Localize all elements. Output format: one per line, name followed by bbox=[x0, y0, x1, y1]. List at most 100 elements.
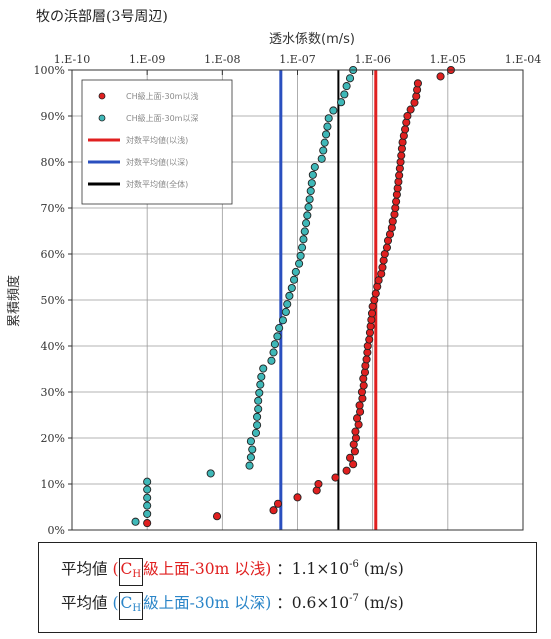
point-deep bbox=[253, 412, 262, 421]
summary-desc: 級上面-30m 以浅 bbox=[143, 560, 266, 578]
point-shallow bbox=[293, 493, 302, 502]
point-deep bbox=[278, 316, 287, 325]
point-deep bbox=[131, 517, 140, 526]
ch-letter: C bbox=[120, 594, 133, 612]
point-shallow bbox=[331, 473, 340, 482]
point-deep bbox=[298, 243, 307, 252]
point-deep bbox=[269, 348, 278, 357]
summary-mantissa: 0.6×10 bbox=[291, 594, 350, 612]
point-deep bbox=[273, 332, 282, 341]
point-shallow bbox=[362, 355, 371, 364]
x-axis-label: 透水係数(m/s) bbox=[269, 32, 355, 47]
y-tick-label: 80% bbox=[41, 156, 65, 169]
point-shallow bbox=[392, 197, 401, 206]
y-tick-label: 30% bbox=[41, 386, 65, 399]
point-shallow bbox=[436, 72, 445, 81]
point-shallow bbox=[269, 506, 278, 515]
point-shallow bbox=[350, 447, 359, 456]
point-deep bbox=[305, 195, 314, 204]
point-deep bbox=[306, 186, 315, 196]
summary-label: 平均値 bbox=[61, 594, 108, 612]
point-deep bbox=[254, 404, 263, 414]
point-deep bbox=[255, 388, 264, 397]
legend-label: 対数平均値(以浅) bbox=[126, 135, 188, 145]
summary-paren-open: ( bbox=[112, 594, 119, 612]
point-deep bbox=[337, 98, 346, 107]
y-tick-label: 0% bbox=[48, 524, 65, 537]
point-shallow bbox=[351, 427, 360, 436]
legend-label: 対数平均値(全体) bbox=[126, 179, 188, 189]
y-tick-label: 60% bbox=[41, 248, 65, 261]
point-deep bbox=[340, 90, 349, 99]
summary-line-shallow: 平均値 (CH 級上面-30m 以浅) ：1.1×10-6 (m/s) bbox=[61, 557, 404, 586]
point-deep bbox=[300, 227, 309, 236]
y-tick-label: 10% bbox=[41, 478, 65, 491]
point-shallow bbox=[379, 256, 388, 265]
point-shallow bbox=[373, 282, 382, 291]
point-deep bbox=[246, 437, 255, 446]
y-tick-label: 100% bbox=[34, 64, 65, 77]
legend-label: 対数平均値(以深) bbox=[126, 157, 188, 167]
point-deep bbox=[256, 380, 265, 389]
point-deep bbox=[323, 122, 332, 131]
point-deep bbox=[322, 130, 331, 139]
point-shallow bbox=[273, 499, 283, 508]
ch-letter: C bbox=[120, 560, 133, 578]
summary-mantissa: 1.1×10 bbox=[291, 560, 350, 578]
y-tick-label: 90% bbox=[41, 110, 65, 123]
point-deep bbox=[319, 146, 328, 155]
x-tick-label: 1.E-09 bbox=[129, 53, 165, 66]
chart: 牧の浜部層(3号周辺) 透水係数(m/s) 累積頻度 1.E-10 1.E-09 1… bbox=[6, 9, 541, 537]
data-points bbox=[131, 65, 455, 528]
point-deep bbox=[307, 179, 316, 188]
point-deep bbox=[324, 114, 333, 123]
point-deep bbox=[245, 461, 254, 470]
point-shallow bbox=[365, 335, 374, 344]
summary-unit: (m/s) bbox=[363, 560, 404, 578]
x-tick-label: 1.E-10 bbox=[54, 53, 90, 66]
point-shallow bbox=[406, 105, 415, 114]
point-shallow bbox=[377, 269, 386, 278]
point-deep bbox=[345, 74, 355, 83]
point-deep bbox=[285, 291, 294, 300]
point-shallow bbox=[399, 131, 408, 140]
summary-line-deep: 平均値 (CH 級上面-30m 以深) ：0.6×10-7 (m/s) bbox=[61, 591, 404, 620]
summary-box: 平均値 (CH 級上面-30m 以浅) ：1.1×10-6 (m/s) 平均値 (… bbox=[38, 542, 537, 633]
point-shallow bbox=[367, 309, 377, 318]
point-deep bbox=[342, 82, 351, 91]
summary-paren-close: ) bbox=[265, 560, 272, 578]
point-shallow bbox=[143, 519, 152, 528]
point-deep bbox=[287, 283, 296, 293]
point-deep bbox=[259, 364, 268, 373]
point-deep bbox=[143, 477, 152, 486]
x-tick-label: 1.E-04 bbox=[505, 53, 541, 66]
legend-label: CH級上面-30m以深 bbox=[126, 113, 198, 123]
point-deep bbox=[299, 235, 308, 244]
point-deep bbox=[290, 275, 299, 284]
point-deep bbox=[248, 445, 257, 454]
plot-frame bbox=[71, 69, 524, 531]
point-deep bbox=[267, 356, 276, 365]
x-tick-label: 1.E-08 bbox=[204, 53, 240, 66]
point-deep bbox=[143, 493, 152, 502]
grid bbox=[68, 69, 524, 531]
ch-grade-box: CH bbox=[118, 558, 144, 586]
point-deep bbox=[143, 509, 152, 518]
point-deep bbox=[291, 267, 300, 276]
x-tick-label: 1.E-05 bbox=[430, 53, 466, 66]
point-deep bbox=[275, 324, 284, 333]
point-shallow bbox=[413, 79, 422, 88]
point-shallow bbox=[371, 289, 380, 298]
point-deep bbox=[270, 340, 279, 349]
point-deep bbox=[296, 251, 305, 260]
point-shallow bbox=[342, 466, 351, 475]
point-shallow bbox=[359, 381, 368, 390]
x-tick-label: 1.E-06 bbox=[354, 53, 390, 66]
chart-caption: 牧の浜部層(3号周辺) bbox=[36, 9, 168, 25]
point-deep bbox=[320, 138, 329, 147]
point-deep bbox=[254, 396, 263, 405]
point-shallow bbox=[397, 151, 406, 160]
y-tick-label: 20% bbox=[41, 432, 65, 445]
summary-exponent: -7 bbox=[349, 593, 359, 604]
point-deep bbox=[206, 469, 215, 478]
